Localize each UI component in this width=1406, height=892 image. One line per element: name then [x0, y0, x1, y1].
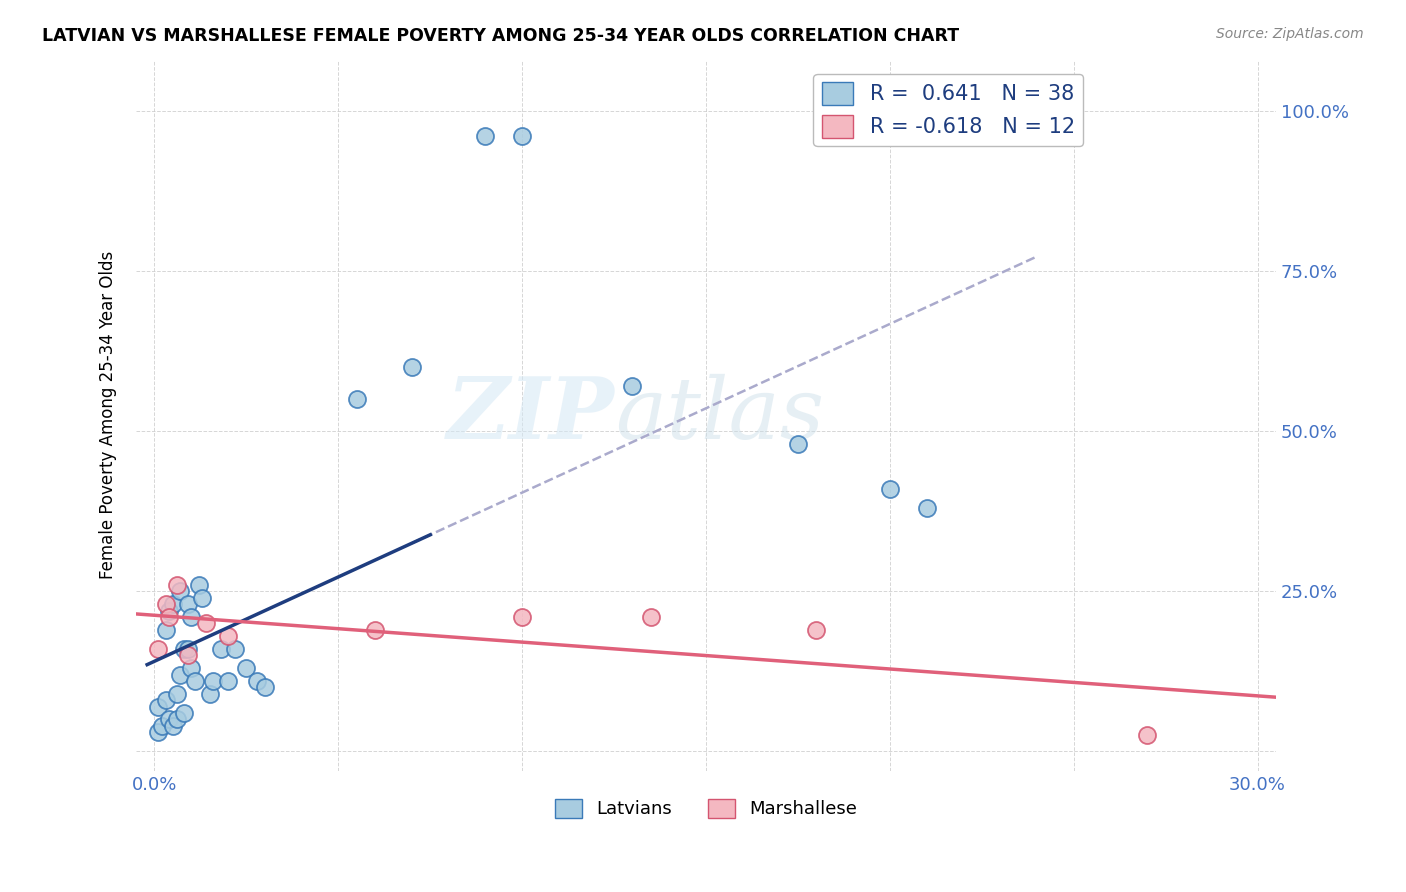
Text: Source: ZipAtlas.com: Source: ZipAtlas.com: [1216, 27, 1364, 41]
Point: [176, 597, 198, 611]
Point: [157, 603, 180, 617]
Point: [166, 687, 188, 701]
Point: [235, 661, 257, 675]
Point: [146, 725, 169, 739]
Point: [217, 629, 239, 643]
Point: [474, 129, 496, 144]
Text: LATVIAN VS MARSHALLESE FEMALE POVERTY AMONG 25-34 YEAR OLDS CORRELATION CHART: LATVIAN VS MARSHALLESE FEMALE POVERTY AM…: [42, 27, 959, 45]
Point: [246, 673, 269, 688]
Point: [169, 667, 191, 681]
Point: [157, 610, 180, 624]
Point: [173, 642, 195, 657]
Point: [806, 623, 828, 637]
Point: [401, 360, 423, 375]
Point: [510, 610, 533, 624]
Point: [224, 642, 246, 657]
Point: [169, 584, 191, 599]
Point: [166, 578, 188, 592]
Y-axis label: Female Poverty Among 25-34 Year Olds: Female Poverty Among 25-34 Year Olds: [100, 251, 117, 579]
Point: [187, 578, 209, 592]
Point: [176, 642, 198, 657]
Point: [640, 610, 662, 624]
Point: [364, 623, 387, 637]
Point: [155, 623, 177, 637]
Point: [155, 597, 177, 611]
Point: [180, 610, 202, 624]
Point: [162, 597, 184, 611]
Point: [346, 392, 368, 406]
Point: [176, 648, 198, 663]
Point: [155, 693, 177, 707]
Point: [879, 482, 901, 496]
Point: [157, 713, 180, 727]
Point: [253, 681, 276, 695]
Text: ZIP: ZIP: [447, 374, 614, 457]
Point: [209, 642, 232, 657]
Point: [184, 673, 207, 688]
Text: atlas: atlas: [614, 374, 824, 457]
Point: [915, 501, 938, 516]
Point: [510, 129, 533, 144]
Point: [150, 719, 173, 733]
Point: [198, 687, 221, 701]
Point: [180, 661, 202, 675]
Legend: Latvians, Marshallese: Latvians, Marshallese: [547, 792, 865, 826]
Point: [194, 616, 217, 631]
Point: [621, 379, 644, 393]
Point: [166, 713, 188, 727]
Point: [202, 673, 225, 688]
Point: [191, 591, 214, 605]
Point: [217, 673, 239, 688]
Point: [173, 706, 195, 720]
Point: [787, 437, 810, 451]
Point: [1136, 729, 1159, 743]
Point: [146, 699, 169, 714]
Point: [146, 642, 169, 657]
Point: [162, 719, 184, 733]
